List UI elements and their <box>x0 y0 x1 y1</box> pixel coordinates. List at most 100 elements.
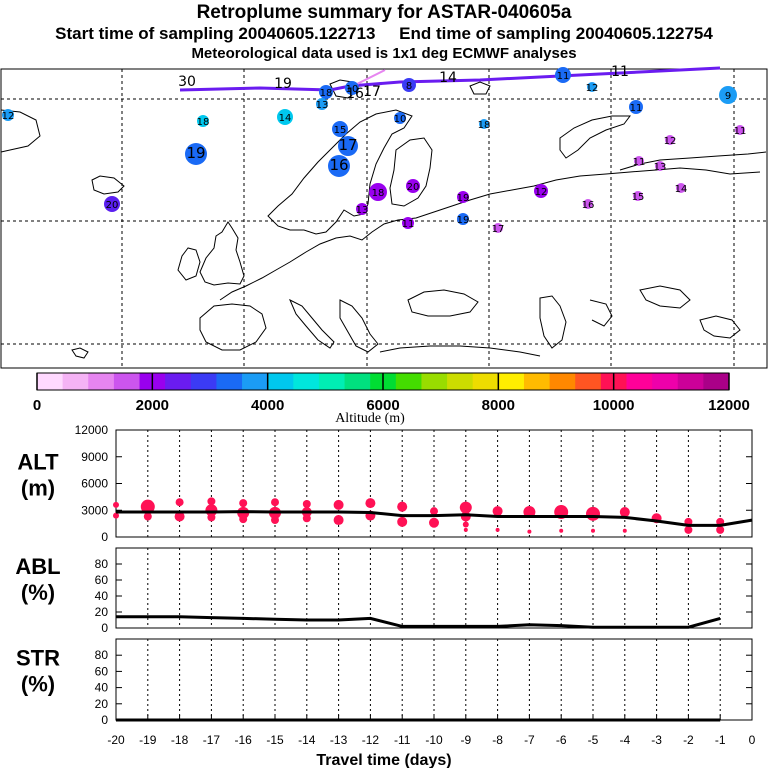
map-cluster-label: 19 <box>274 76 292 92</box>
map-cluster-label: 10 <box>346 84 359 95</box>
map-cluster-marker <box>402 217 414 229</box>
map-cluster-label: 19 <box>457 215 470 226</box>
colorbar-swatch <box>293 373 320 390</box>
y-tick-label: 0 <box>101 530 108 544</box>
data-point <box>492 506 503 517</box>
colorbar-swatch <box>652 373 679 390</box>
colorbar-swatch <box>447 373 474 390</box>
data-point <box>302 514 311 523</box>
data-point <box>302 500 311 509</box>
data-point <box>239 499 248 508</box>
y-axis-label: (%) <box>21 672 55 697</box>
map-cluster-marker <box>665 135 675 145</box>
map-cluster-marker <box>277 109 293 125</box>
colorbar-tick-label: 6000 <box>366 397 399 414</box>
data-point <box>207 513 216 522</box>
x-tick-label: -1 <box>715 733 726 747</box>
colorbar-swatch <box>677 373 704 390</box>
y-tick-label: 40 <box>95 589 109 603</box>
y-tick-label: 60 <box>95 664 109 678</box>
map-cluster-label: 19 <box>457 193 470 204</box>
data-point <box>430 507 438 516</box>
colorbar: 0 2000 4000 6000 8000 10000 12000 <box>33 372 750 414</box>
map-cluster-label: 11 <box>734 126 747 137</box>
map-cluster-marker <box>356 203 368 215</box>
data-point <box>619 507 630 518</box>
data-point <box>429 517 439 528</box>
x-tick-label: -16 <box>235 733 253 747</box>
data-point <box>462 521 469 528</box>
map-cluster-label: 17 <box>492 224 505 235</box>
end-time-label: End time of sampling 20040605.122754 <box>399 24 713 43</box>
map-cluster-marker <box>555 67 571 83</box>
colorbar-swatch <box>523 373 551 390</box>
map-cluster-label: 18 <box>320 88 333 99</box>
colorbar-title: Altitude (m) <box>335 411 405 426</box>
map-cluster-marker <box>633 191 643 201</box>
map-cluster-label: 18 <box>478 120 491 131</box>
map-cluster-label: 11 <box>633 157 646 168</box>
map-cluster-label: 14 <box>279 113 292 124</box>
colorbar-swatch <box>421 373 448 390</box>
data-point <box>622 528 627 533</box>
y-tick-label: 80 <box>95 557 109 571</box>
y-axis-label: ALT <box>17 450 59 475</box>
colorbar-swatch <box>37 373 64 390</box>
x-tick-label: -20 <box>107 733 125 747</box>
map-cluster-marker <box>629 100 643 114</box>
map-cluster-marker <box>493 223 503 233</box>
x-tick-label: 0 <box>749 733 756 747</box>
series-line <box>116 615 721 629</box>
map-cluster-marker <box>345 81 359 95</box>
map-cluster-label: 14 <box>439 70 457 86</box>
y-tick-label: 20 <box>95 605 109 619</box>
data-point <box>459 501 472 514</box>
y-tick-label: 40 <box>95 681 109 695</box>
time-series-panels: 030006000900012000ALT(m)020406080ABL(%)0… <box>15 423 755 768</box>
x-tick-label: -8 <box>492 733 503 747</box>
data-point <box>113 501 119 508</box>
x-tick-label: -4 <box>619 733 630 747</box>
x-tick-label: -13 <box>330 733 348 747</box>
map-cluster-marker <box>185 143 207 165</box>
data-point <box>140 499 155 514</box>
map-cluster-marker <box>394 112 406 124</box>
panel-alt: 0 3000 6000 9000 12000 ALT(m) <box>17 423 753 544</box>
map-cluster-label: 20 <box>407 182 420 193</box>
data-point <box>174 511 185 522</box>
data-point <box>591 528 595 533</box>
colorbar-swatch <box>626 373 653 390</box>
y-axis-label: STR <box>16 646 60 671</box>
map-cluster-label: 15 <box>632 192 645 203</box>
sampling-times: Start time of sampling 20040605.122713 E… <box>0 24 768 44</box>
map-cluster-label: 12 <box>2 111 15 122</box>
x-tick-label: -11 <box>394 733 411 747</box>
map-cluster-marker <box>369 183 387 201</box>
y-tick-label: 20 <box>95 697 109 711</box>
map-cluster-label: 11 <box>557 71 570 82</box>
x-tick-label: -2 <box>683 733 694 747</box>
x-tick-label: -9 <box>460 733 471 747</box>
colorbar-swatch <box>113 373 141 390</box>
data-point <box>460 511 471 522</box>
colorbar-swatch <box>498 373 525 390</box>
y-axis-label: (%) <box>21 580 55 605</box>
map-cluster-marker <box>583 199 593 209</box>
x-tick-label: -12 <box>362 733 380 747</box>
colorbar-tick-label: 4000 <box>251 397 284 414</box>
series-line <box>116 510 753 527</box>
map-cluster-label: 15 <box>334 125 347 136</box>
map-cluster-marker <box>332 121 348 137</box>
map-cluster-label: 11 <box>630 103 643 114</box>
x-tick-label: -7 <box>524 733 535 747</box>
map-cluster-marker <box>735 125 745 135</box>
data-point <box>586 506 600 521</box>
colorbar-swatch <box>395 373 422 390</box>
map-cluster-marker <box>676 183 686 193</box>
colorbar-swatch <box>267 373 294 390</box>
x-tick-label: -10 <box>425 733 443 747</box>
x-tick-label: -17 <box>203 733 221 747</box>
y-tick-label: 6000 <box>81 477 108 491</box>
colorbar-swatch <box>216 373 243 390</box>
